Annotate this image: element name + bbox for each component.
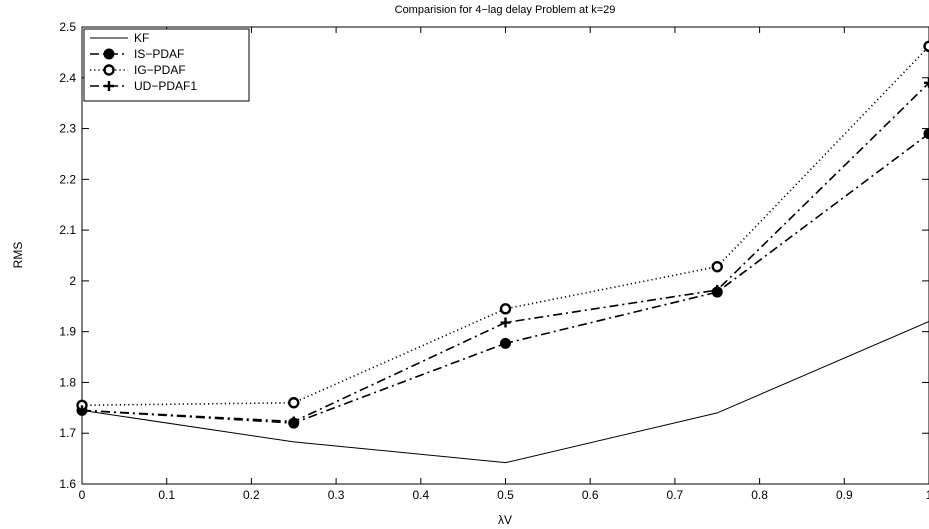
y-tick-label: 1.8	[59, 375, 76, 389]
series-kf	[81, 321, 929, 464]
series-ud-pdaf1	[77, 77, 929, 427]
x-tick-label: 0.6	[582, 488, 599, 502]
x-tick-label: 0.4	[412, 488, 429, 502]
y-tick-label: 1.6	[59, 477, 76, 491]
series-line-ig-pdaf	[81, 45, 929, 407]
y-tick-label: 1.9	[59, 325, 76, 339]
legend-label-is-pdaf: IS−PDAF	[134, 47, 184, 61]
x-tick-label: 0.1	[158, 488, 175, 502]
legend-label-ig-pdaf: IG−PDAF	[134, 63, 186, 77]
x-tick-label: 0.3	[328, 488, 345, 502]
data-point-ig-pdaf	[288, 397, 300, 409]
x-tick-label: 1	[926, 488, 929, 502]
y-tick-label: 2.4	[59, 71, 76, 85]
legend-marker-is-pdaf	[103, 48, 115, 60]
y-tick-label: 2.2	[59, 172, 76, 186]
data-point-is-pdaf	[923, 128, 929, 140]
y-tick-label: 2	[69, 274, 76, 288]
y-axis-label: RMS	[11, 242, 25, 269]
axis-ticks: 0 0.1 0.2 0.3 0.4 0.5 0.6 0.7 0.8 0.9 1 1.6 1.7 1.8 1.…	[59, 20, 929, 502]
data-point-ud-pdaf1	[500, 317, 511, 328]
x-tick-label: 0.8	[751, 488, 768, 502]
series-layer	[76, 40, 929, 464]
legend-marker-ud-pdaf1	[104, 81, 114, 91]
y-tick-label: 1.7	[59, 426, 76, 440]
x-tick-label: 0.9	[836, 488, 853, 502]
data-point-is-pdaf	[500, 337, 511, 349]
legend-label-ud-pdaf1: UD−PDAF1	[134, 79, 197, 93]
series-line-kf	[81, 321, 929, 464]
x-tick-label: 0.7	[667, 488, 684, 502]
chart-title: Comparision for 4−lag delay Problem at k…	[395, 4, 616, 16]
data-point-ud-pdaf1	[288, 416, 299, 427]
series-ig-pdaf	[76, 40, 929, 411]
legend-label-kf: KF	[134, 31, 149, 45]
y-tick-label: 2.1	[59, 223, 76, 237]
data-point-ud-pdaf1	[712, 285, 723, 296]
x-tick-label: 0.2	[243, 488, 260, 502]
x-tick-label: 0.5	[497, 488, 514, 502]
data-point-ud-pdaf1	[77, 405, 87, 416]
plot-area	[81, 26, 929, 485]
data-point-ig-pdaf	[711, 260, 723, 273]
y-tick-label: 2.3	[59, 122, 76, 136]
data-point-ig-pdaf	[923, 40, 929, 52]
data-point-ig-pdaf	[499, 303, 512, 315]
legend: KF IS−PDAF IG−PDAF UD−PDAF1	[83, 28, 250, 102]
x-tick-label: 0	[79, 488, 86, 502]
x-axis-label: λV	[498, 513, 512, 527]
data-point-ud-pdaf1	[924, 77, 929, 88]
y-tick-label: 2.5	[59, 20, 76, 34]
legend-marker-ig-pdaf	[103, 64, 115, 76]
